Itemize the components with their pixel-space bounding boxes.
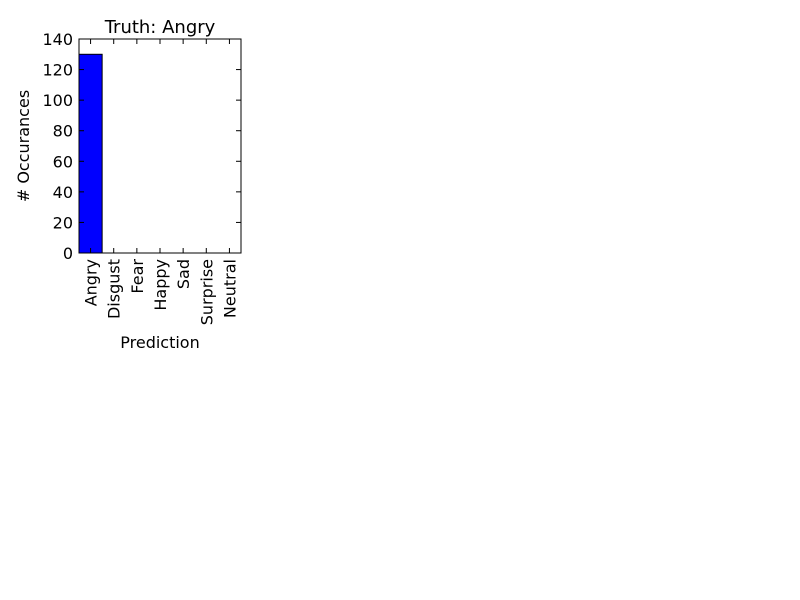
x-tick-label: Surprise: [197, 259, 216, 325]
y-tick-label: 40: [53, 183, 73, 202]
plot-frame: [78, 38, 242, 254]
y-tick-label: 140: [42, 30, 73, 49]
y-tick-label: 60: [53, 152, 73, 171]
y-axis-ticks: 0 20 40 60 80 100 120 140: [42, 30, 241, 263]
bar-angry: [78, 53, 103, 254]
x-tick-label: Angry: [82, 259, 101, 306]
bars-group: [78, 53, 103, 254]
x-axis-ticks: Angry Disgust Fear Happy Sad Surprise Neutral: [82, 39, 239, 325]
y-axis-label: # Occurances: [14, 90, 33, 202]
chart-title: Truth: Angry: [104, 17, 216, 38]
x-tick-label: Neutral: [220, 259, 239, 318]
x-axis-label: Prediction: [120, 333, 199, 352]
x-tick-label: Sad: [174, 259, 193, 289]
x-tick-label: Fear: [128, 259, 147, 294]
y-tick-label: 0: [63, 244, 73, 263]
x-tick-label: Disgust: [105, 259, 124, 319]
y-tick-label: 120: [42, 61, 73, 80]
x-tick-label: Happy: [151, 259, 170, 311]
y-tick-label: 80: [53, 122, 73, 141]
y-tick-label: 20: [53, 213, 73, 232]
y-tick-label: 100: [42, 91, 73, 110]
